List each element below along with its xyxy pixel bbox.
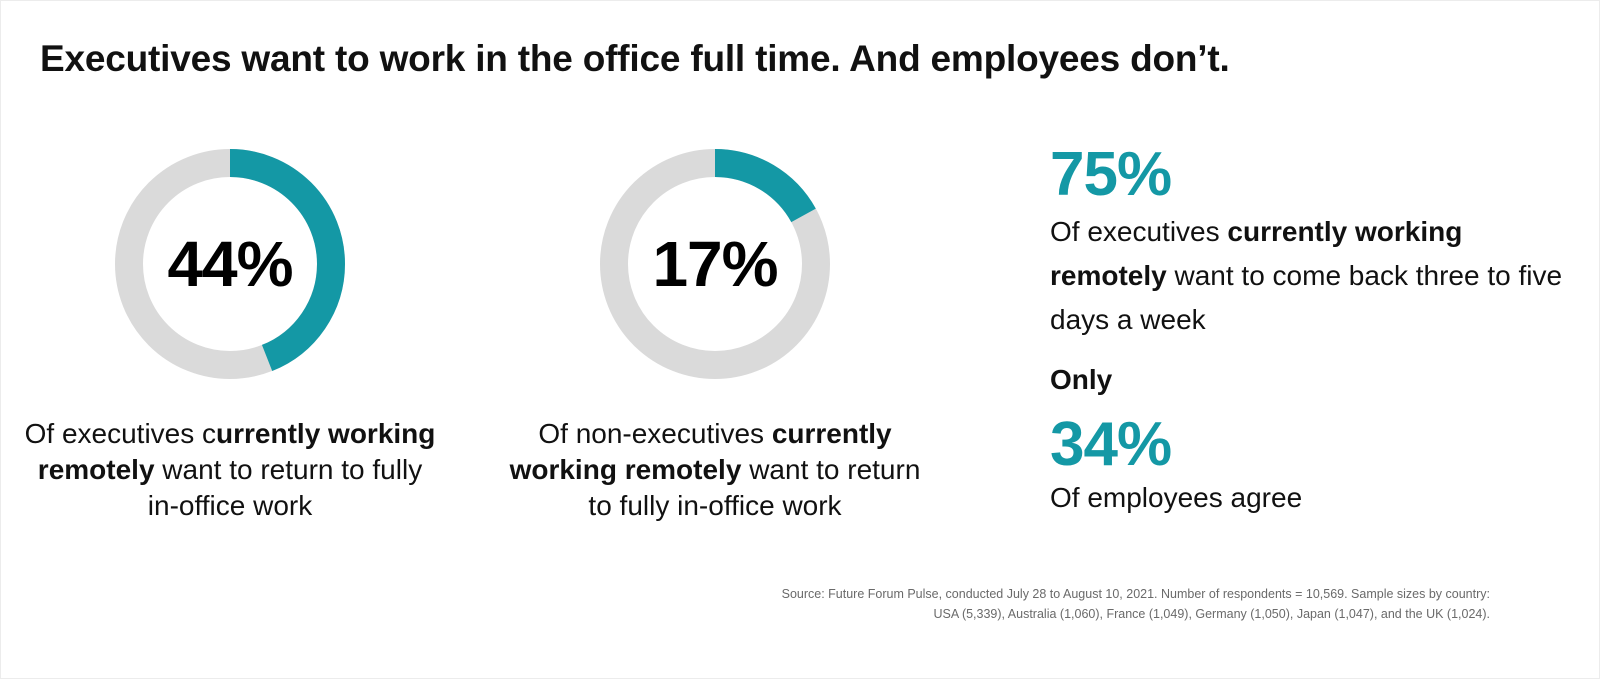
donut-block-executives: 44% Of executives currently working remo… xyxy=(20,148,440,524)
donut-chart-executives: 44% xyxy=(114,148,346,380)
caption-bold-text: urrently working remotely xyxy=(37,418,436,485)
donut-block-non-executives: 17% Of non-executives currently working … xyxy=(505,148,925,524)
page-title: Executives want to work in the office fu… xyxy=(40,38,1230,79)
stat-34-percent: 34% xyxy=(1050,410,1172,479)
donut-caption-executives: Of executives currently working remotely… xyxy=(20,416,440,524)
stat-text: Of executives xyxy=(1050,216,1228,247)
donut-svg-non-executives xyxy=(600,149,830,379)
donut-arc-executives xyxy=(115,149,345,379)
stat-75-description: Of executives currently working remotely… xyxy=(1050,210,1570,342)
donut-percentage-executives: 44% xyxy=(167,228,293,300)
stats-column: 75% Of executives currently working remo… xyxy=(1050,140,1570,516)
donut-chart-non-executives: 17% xyxy=(599,148,831,380)
stat-bold-text: currently working remotely xyxy=(1050,216,1463,291)
caption-text: Of executives c xyxy=(24,418,217,449)
donut-arc-non-executives xyxy=(600,149,830,379)
donut-svg-executives xyxy=(115,149,345,379)
source-note: Source: Future Forum Pulse, conducted Ju… xyxy=(590,584,1490,624)
donut-percentage-non-executives: 17% xyxy=(652,228,778,300)
only-label: Only xyxy=(1050,364,1113,395)
donut-caption-non-executives: Of non-executives currently working remo… xyxy=(505,416,925,524)
caption-bold-text: currently working remotely xyxy=(509,418,892,485)
source-line-1: Source: Future Forum Pulse, conducted Ju… xyxy=(781,587,1490,601)
caption-text: want to return to fully in-office work xyxy=(588,454,921,521)
stat-text: want to come back three to five days a w… xyxy=(1050,260,1563,335)
source-line-2: USA (5,339), Australia (1,060), France (… xyxy=(933,607,1490,621)
caption-text: want to return to fully in-office work xyxy=(147,454,423,521)
caption-text: Of non-executives xyxy=(538,418,772,449)
stat-75-percent: 75% xyxy=(1050,140,1172,209)
stat-34-description: Of employees agree xyxy=(1050,482,1303,513)
